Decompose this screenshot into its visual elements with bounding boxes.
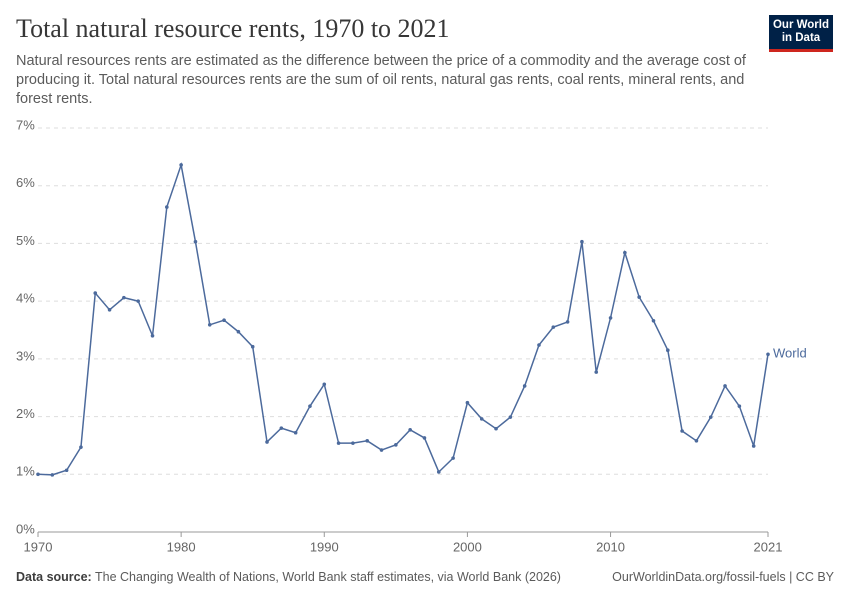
point	[422, 436, 427, 440]
footer: Data source: The Changing Wealth of Nati…	[16, 570, 834, 584]
x-tick-label: 2021	[754, 539, 783, 554]
y-tick-label: 5%	[16, 233, 35, 248]
point	[451, 456, 455, 460]
url[interactable]: OurWorldinData.org/fossil-fuels | CC BY	[612, 570, 834, 584]
source-label: Data source:	[16, 570, 92, 584]
point	[379, 448, 384, 452]
point	[193, 239, 198, 244]
x-tick-label: 2000	[453, 539, 482, 554]
x-tick-label: 1970	[24, 539, 53, 554]
point	[93, 291, 98, 295]
logo-text: in Data	[781, 32, 821, 44]
point	[179, 163, 183, 167]
point	[580, 239, 584, 244]
point	[623, 250, 627, 255]
chart-title: Total natural resource rents, 1970 to 20…	[16, 14, 450, 43]
point	[365, 439, 370, 443]
point	[150, 333, 155, 338]
logo[interactable]: Our World in Data	[769, 15, 833, 52]
point	[436, 470, 441, 474]
x-tick-label: 2010	[596, 539, 625, 554]
source: The Changing Wealth of Nations, World Ba…	[94, 570, 561, 584]
point	[694, 439, 699, 443]
point	[207, 323, 212, 327]
y-tick-label: 2%	[16, 406, 35, 421]
point	[279, 426, 284, 430]
point	[122, 295, 126, 300]
x-tick-label: 1990	[310, 539, 339, 554]
point	[551, 325, 556, 329]
point	[465, 400, 470, 405]
point	[351, 441, 355, 445]
point	[537, 343, 541, 347]
point	[751, 444, 756, 448]
point	[293, 430, 298, 435]
chart-subtitle: Natural resources rents are estimated as…	[16, 53, 746, 107]
logo-text: Our World	[772, 19, 829, 31]
point	[766, 352, 770, 357]
y-tick-label: 1%	[16, 464, 35, 479]
legend-label: World	[773, 346, 807, 361]
point	[637, 295, 641, 299]
chart: 0% 1% 2% 3% 4% 5% 6% 7% 1970 1980 1990 2000 2010 2021…	[16, 117, 807, 554]
point	[608, 316, 613, 320]
point	[594, 370, 599, 374]
point	[394, 443, 398, 447]
point	[136, 299, 140, 303]
point	[494, 426, 498, 431]
point	[408, 428, 412, 432]
point	[64, 468, 69, 473]
point	[250, 344, 255, 349]
point	[737, 404, 742, 408]
point	[651, 318, 656, 323]
point	[522, 384, 527, 388]
y-tick-label: 0%	[16, 521, 35, 536]
point	[565, 320, 570, 324]
point	[236, 329, 241, 334]
point	[336, 441, 341, 445]
point	[308, 404, 312, 408]
y-tick-label: 3%	[16, 348, 35, 363]
point	[50, 473, 55, 477]
point	[107, 308, 112, 312]
point	[723, 384, 727, 388]
y-tick-label: 6%	[16, 175, 35, 190]
point	[265, 440, 269, 444]
point	[708, 415, 713, 419]
point	[36, 472, 40, 477]
point	[666, 348, 670, 353]
x-tick-label: 1980	[167, 539, 196, 554]
y-tick-label: 4%	[16, 291, 35, 306]
y-tick-label: 7%	[16, 117, 35, 132]
point	[680, 429, 684, 433]
point	[479, 417, 484, 421]
point	[508, 415, 513, 419]
point	[322, 382, 327, 387]
point	[79, 445, 83, 449]
line	[37, 161, 769, 476]
point	[222, 318, 226, 322]
point	[165, 205, 169, 209]
